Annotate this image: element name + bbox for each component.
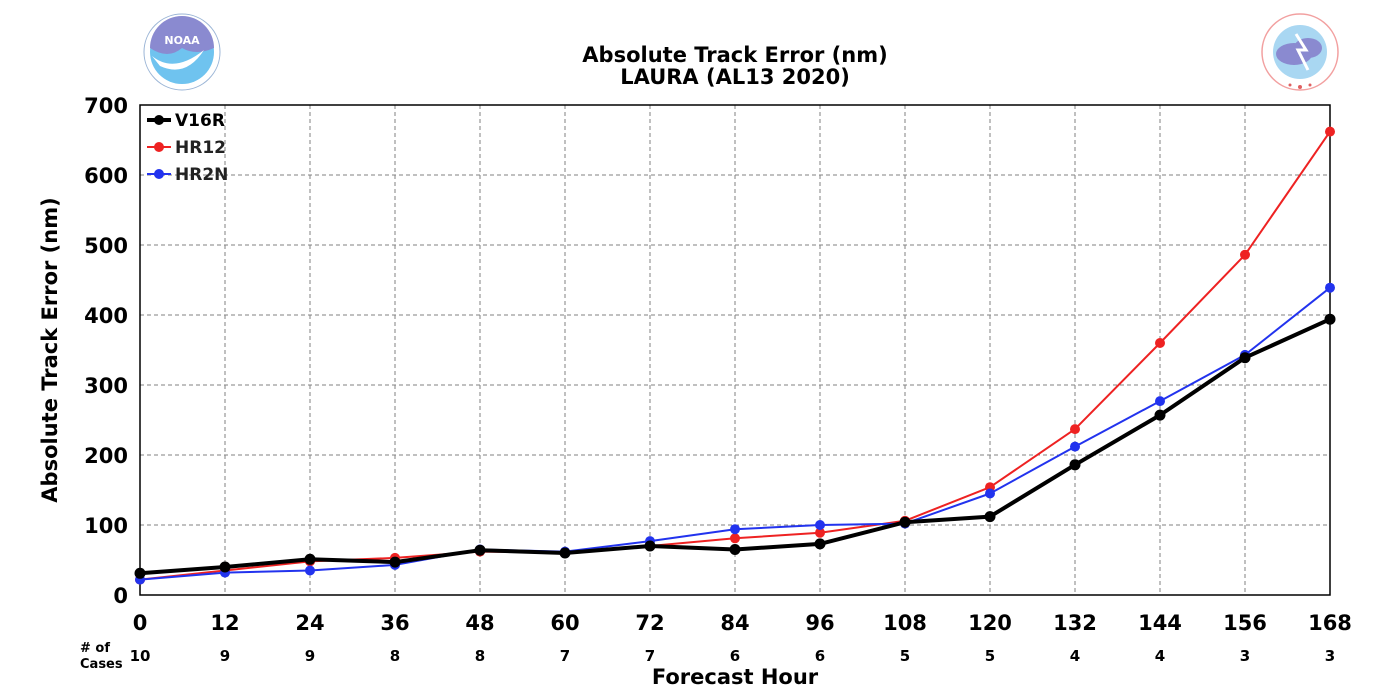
case-count: 6	[815, 647, 825, 665]
case-count: 7	[645, 647, 655, 665]
y-axis-label: Absolute Track Error (nm)	[38, 197, 62, 502]
data-point	[1155, 396, 1165, 407]
data-point	[1240, 249, 1250, 260]
series-lines	[134, 126, 1336, 585]
x-tick-label: 168	[1308, 611, 1352, 635]
y-tick-label: 500	[84, 234, 128, 258]
data-point	[1069, 459, 1081, 471]
legend-label: HR2N	[175, 165, 228, 185]
data-point	[730, 533, 740, 544]
nws-logo	[1261, 13, 1339, 91]
data-point	[729, 544, 741, 555]
x-axis-label: Forecast Hour	[652, 665, 819, 689]
data-point	[1070, 441, 1080, 452]
case-count: 5	[900, 647, 910, 665]
x-tick-label: 60	[550, 611, 579, 635]
data-point	[1325, 282, 1335, 293]
case-count: 8	[390, 647, 400, 665]
data-point	[984, 511, 996, 523]
case-count: 5	[985, 647, 995, 665]
grid-lines	[140, 105, 1330, 595]
data-point	[985, 488, 995, 499]
data-point	[814, 538, 826, 550]
data-point	[1239, 352, 1251, 364]
case-count: 7	[560, 647, 570, 665]
legend-swatch-marker	[154, 169, 164, 179]
data-point	[1324, 313, 1336, 325]
data-point	[815, 527, 825, 538]
case-count: 3	[1240, 647, 1250, 665]
x-tick-label: 96	[805, 611, 834, 635]
legend-item: HR2N	[147, 165, 228, 185]
data-point	[219, 561, 231, 573]
legend-label: HR12	[175, 138, 226, 158]
data-point	[730, 524, 740, 535]
data-point	[1070, 424, 1080, 435]
legend-item: HR12	[147, 138, 226, 158]
y-tick-label: 200	[84, 444, 128, 468]
data-point	[1325, 126, 1335, 137]
case-count: 9	[305, 647, 315, 665]
x-tick-label: 84	[720, 611, 749, 635]
case-count: 9	[220, 647, 230, 665]
data-point	[815, 520, 825, 530]
y-tick-label: 400	[84, 304, 128, 328]
x-tick-label: 12	[210, 611, 239, 635]
legend: V16R HR12 HR2N	[147, 111, 228, 185]
y-tick-label: 600	[84, 164, 128, 188]
data-point	[899, 516, 911, 528]
case-count: 4	[1070, 647, 1080, 665]
data-point	[559, 547, 571, 559]
x-tick-label: 132	[1053, 611, 1097, 635]
noaa-logo: NOAA	[143, 13, 221, 91]
case-count: 3	[1325, 647, 1335, 665]
data-point	[474, 544, 486, 556]
x-tick-label: 144	[1138, 611, 1182, 635]
legend-swatch-marker	[154, 115, 164, 125]
x-tick-label: 108	[883, 611, 927, 635]
data-point	[1154, 409, 1166, 421]
y-tick-label: 300	[84, 374, 128, 398]
x-tick-label: 156	[1223, 611, 1267, 635]
data-point	[644, 540, 656, 552]
legend-item: V16R	[147, 111, 225, 131]
x-tick-label: 48	[465, 611, 494, 635]
series-hr12	[135, 126, 1335, 585]
y-tick-labels: 0 100 200 300 400 500 600 700	[84, 94, 128, 608]
case-count: 10	[130, 647, 151, 665]
case-count: 6	[730, 647, 740, 665]
chart-title: Absolute Track Error (nm)	[582, 43, 887, 67]
cases-label: # of Cases	[80, 641, 123, 672]
data-point	[1155, 338, 1165, 348]
chart-subtitle: LAURA (AL13 2020)	[620, 65, 850, 89]
x-tick-labels: 0 12 24 36 48 60 72 84 96 108 120 132 144 156 168	[133, 611, 1352, 635]
x-tick-label: 36	[380, 611, 409, 635]
legend-swatch-marker	[154, 142, 164, 152]
case-count: 4	[1155, 647, 1165, 665]
case-counts: 10 9 9 8 8 7 7 6 6 5 5 4 4 3 3	[130, 647, 1336, 665]
x-tick-label: 0	[133, 611, 148, 635]
y-tick-label: 0	[113, 584, 128, 608]
data-point	[134, 567, 146, 579]
data-point	[305, 565, 315, 576]
data-point	[389, 556, 401, 568]
x-tick-label: 120	[968, 611, 1012, 635]
x-tick-label: 24	[295, 611, 324, 635]
legend-label: V16R	[175, 111, 225, 131]
x-tick-label: 72	[635, 611, 664, 635]
y-tick-label: 100	[84, 514, 128, 538]
case-count: 8	[475, 647, 485, 665]
y-tick-label: 700	[84, 94, 128, 118]
plot-frame	[139, 104, 1331, 596]
data-point	[304, 553, 316, 565]
series-v16r	[134, 313, 1336, 579]
noaa-logo-text: NOAA	[164, 34, 200, 47]
